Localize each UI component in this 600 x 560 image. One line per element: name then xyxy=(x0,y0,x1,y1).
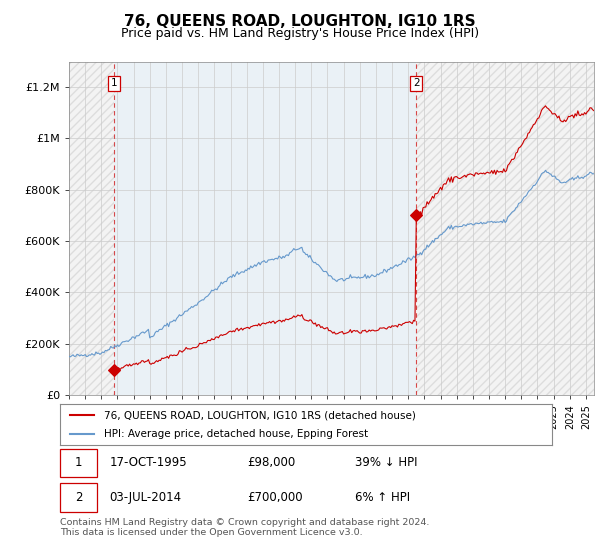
FancyBboxPatch shape xyxy=(60,483,97,512)
Bar xyxy=(416,62,594,395)
Text: 1: 1 xyxy=(75,456,82,469)
Text: 76, QUEENS ROAD, LOUGHTON, IG10 1RS (detached house): 76, QUEENS ROAD, LOUGHTON, IG10 1RS (det… xyxy=(104,410,416,421)
Text: 03-JUL-2014: 03-JUL-2014 xyxy=(109,491,181,504)
Text: Contains HM Land Registry data © Crown copyright and database right 2024.
This d: Contains HM Land Registry data © Crown c… xyxy=(60,518,430,538)
Text: 1: 1 xyxy=(111,78,118,88)
Text: £98,000: £98,000 xyxy=(247,456,295,469)
Bar xyxy=(114,62,416,395)
Text: 2: 2 xyxy=(413,78,419,88)
Text: 6% ↑ HPI: 6% ↑ HPI xyxy=(355,491,410,504)
Text: 39% ↓ HPI: 39% ↓ HPI xyxy=(355,456,418,469)
Point xyxy=(412,211,421,220)
Bar xyxy=(69,62,114,395)
Text: 17-OCT-1995: 17-OCT-1995 xyxy=(109,456,187,469)
FancyBboxPatch shape xyxy=(60,449,97,477)
Text: Price paid vs. HM Land Registry's House Price Index (HPI): Price paid vs. HM Land Registry's House … xyxy=(121,27,479,40)
Text: 76, QUEENS ROAD, LOUGHTON, IG10 1RS: 76, QUEENS ROAD, LOUGHTON, IG10 1RS xyxy=(124,14,476,29)
Text: £700,000: £700,000 xyxy=(247,491,302,504)
Text: 2: 2 xyxy=(75,491,82,504)
Point xyxy=(109,365,119,374)
Text: HPI: Average price, detached house, Epping Forest: HPI: Average price, detached house, Eppi… xyxy=(104,429,368,439)
